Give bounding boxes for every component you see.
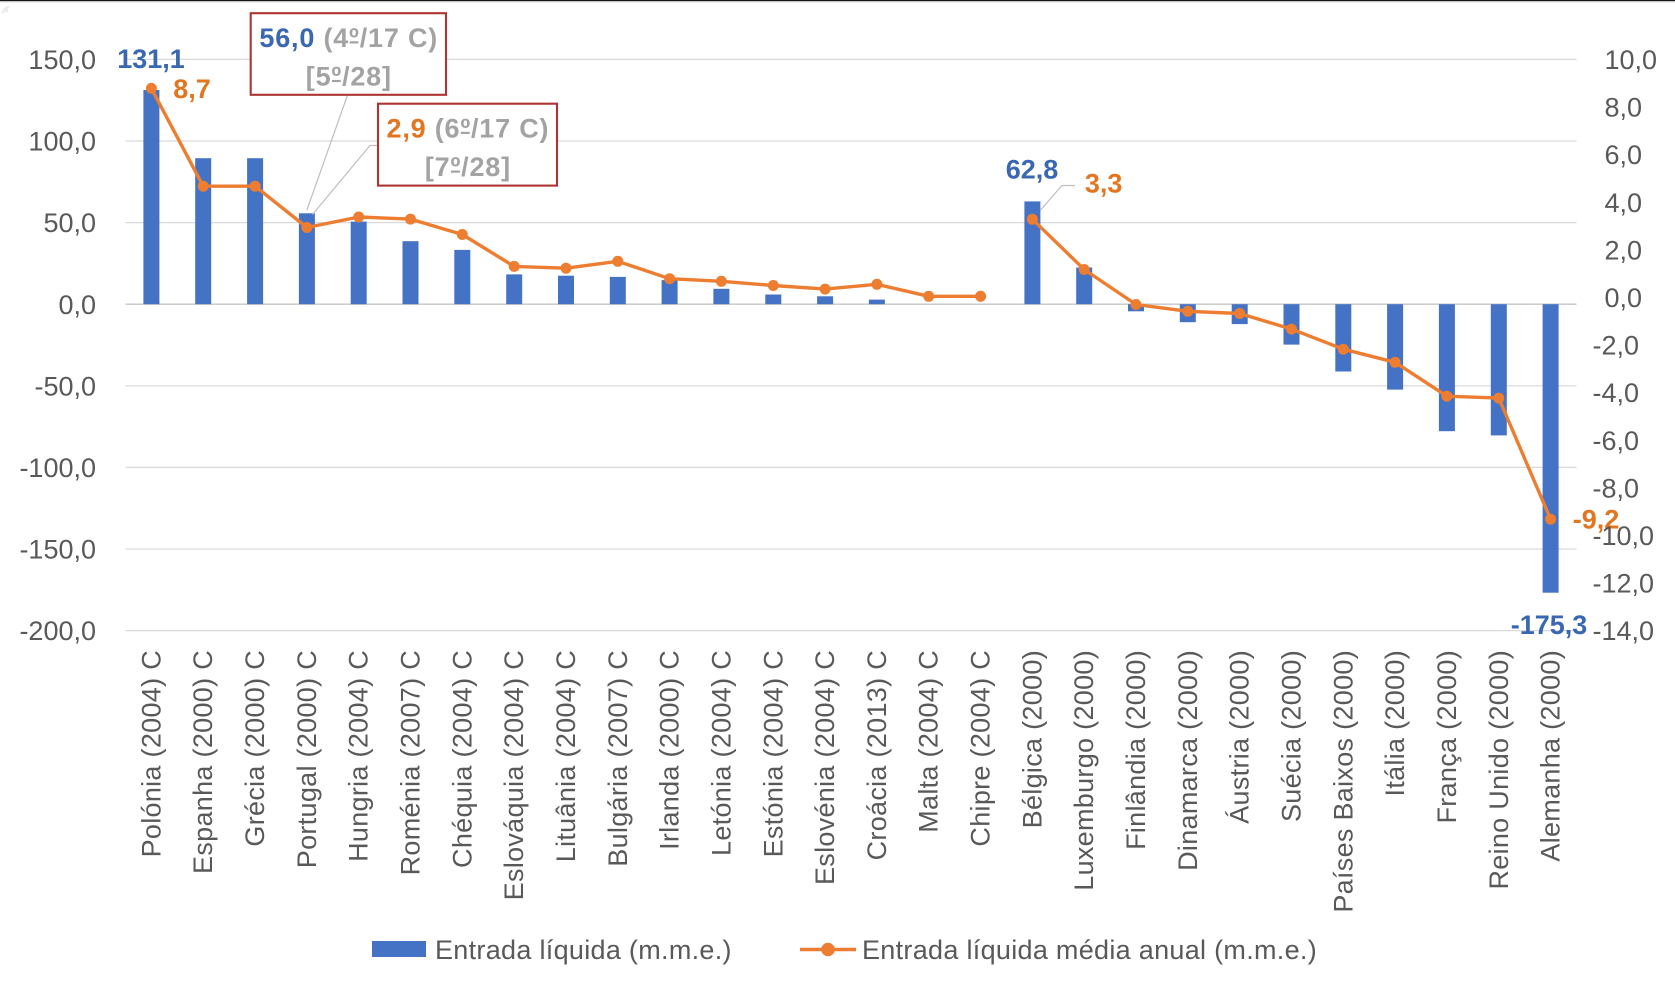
svg-text:Letónia (2004) C: Letónia (2004) C [706, 650, 736, 856]
svg-text:Dinamarca (2000): Dinamarca (2000) [1173, 650, 1203, 871]
svg-text:França (2000): França (2000) [1432, 650, 1462, 823]
svg-text:100,0: 100,0 [28, 127, 96, 157]
svg-text:[5º/28]: [5º/28] [306, 62, 392, 92]
svg-text:Malta (2004) C: Malta (2004) C [914, 650, 944, 833]
svg-text:150,0: 150,0 [28, 45, 96, 75]
svg-text:56,0 (4º/17 C): 56,0 (4º/17 C) [259, 23, 438, 53]
svg-text:Estónia (2004) C: Estónia (2004) C [758, 650, 788, 857]
svg-text:-100,0: -100,0 [19, 453, 96, 483]
svg-text:Roménia (2007) C: Roménia (2007) C [396, 650, 426, 875]
svg-text:Finlândia (2000): Finlândia (2000) [1121, 650, 1151, 850]
svg-text:Luxemburgo (2000): Luxemburgo (2000) [1069, 650, 1099, 891]
svg-text:Países Baixos (2000): Países Baixos (2000) [1328, 650, 1358, 913]
svg-text:Bulgária (2007) C: Bulgária (2007) C [603, 650, 633, 867]
svg-text:Chéquia (2004) C: Chéquia (2004) C [447, 650, 477, 868]
svg-text:10,0: 10,0 [1605, 45, 1658, 75]
svg-text:0,0: 0,0 [1605, 283, 1643, 313]
svg-text:Irlanda (2000) C: Irlanda (2000) C [655, 650, 685, 850]
svg-text:Áustria (2000): Áustria (2000) [1225, 650, 1255, 824]
svg-text:4,0: 4,0 [1605, 188, 1643, 218]
svg-text:Grécia (2000) C: Grécia (2000) C [240, 650, 270, 847]
svg-text:Reino Unido (2000): Reino Unido (2000) [1484, 650, 1514, 890]
svg-text:3,3: 3,3 [1085, 169, 1123, 199]
svg-text:-150,0: -150,0 [19, 535, 96, 565]
svg-text:Lituânia (2004) C: Lituânia (2004) C [551, 650, 581, 862]
svg-text:2,9 (6º/17 C): 2,9 (6º/17 C) [387, 114, 550, 144]
svg-text:Alemanha (2000): Alemanha (2000) [1536, 650, 1566, 862]
svg-text:0,0: 0,0 [58, 290, 96, 320]
svg-text:-2,0: -2,0 [1593, 331, 1640, 361]
svg-text:-4,0: -4,0 [1593, 378, 1640, 408]
svg-text:Polónia (2004) C: Polónia (2004) C [136, 650, 166, 857]
svg-text:8,0: 8,0 [1605, 93, 1643, 123]
svg-text:[7º/28]: [7º/28] [425, 152, 511, 182]
svg-text:-9,2: -9,2 [1573, 505, 1620, 535]
svg-text:131,1: 131,1 [117, 44, 185, 74]
svg-text:Hungria (2004) C: Hungria (2004) C [344, 650, 374, 862]
svg-text:Entrada líquida média anual (m: Entrada líquida média anual (m.m.e.) [862, 935, 1317, 965]
svg-text:Chipre (2004) C: Chipre (2004) C [966, 650, 996, 847]
svg-text:-175,3: -175,3 [1511, 610, 1588, 640]
svg-text:50,0: 50,0 [43, 208, 96, 238]
svg-text:Entrada líquida (m.m.e.): Entrada líquida (m.m.e.) [435, 935, 732, 965]
svg-text:-14,0: -14,0 [1593, 616, 1655, 646]
svg-text:Portugal (2000) C: Portugal (2000) C [292, 650, 322, 868]
svg-text:62,8: 62,8 [1006, 155, 1059, 185]
svg-text:-8,0: -8,0 [1593, 473, 1640, 503]
svg-text:Bélgica (2000): Bélgica (2000) [1017, 650, 1047, 828]
svg-text:Eslovénia (2004) C: Eslovénia (2004) C [810, 650, 840, 885]
svg-text:Itália (2000): Itália (2000) [1380, 650, 1410, 796]
svg-text:-50,0: -50,0 [34, 371, 96, 401]
svg-text:Eslováquia (2004) C: Eslováquia (2004) C [499, 650, 529, 900]
svg-text:-12,0: -12,0 [1593, 569, 1655, 599]
svg-text:-200,0: -200,0 [19, 616, 96, 646]
svg-text:Espanha (2000) C: Espanha (2000) C [188, 650, 218, 874]
svg-text:8,7: 8,7 [173, 74, 211, 104]
svg-text:2,0: 2,0 [1605, 235, 1643, 265]
svg-text:Suécia (2000): Suécia (2000) [1277, 650, 1307, 822]
svg-text:6,0: 6,0 [1605, 140, 1643, 170]
svg-text:Croácia (2013) C: Croácia (2013) C [862, 650, 892, 860]
svg-text:-6,0: -6,0 [1593, 426, 1640, 456]
svg-text:-10,0: -10,0 [1593, 521, 1655, 551]
